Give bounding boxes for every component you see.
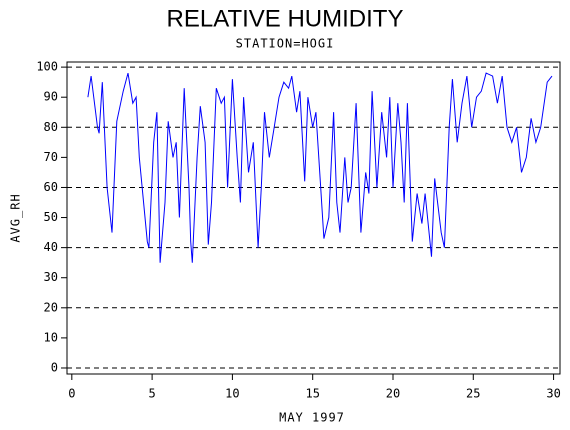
y-tick-label: 50 bbox=[44, 210, 58, 224]
y-tick-label: 60 bbox=[44, 180, 58, 194]
x-tick-label: 30 bbox=[546, 387, 560, 401]
x-tick-label: 5 bbox=[148, 387, 155, 401]
y-tick-label: 100 bbox=[36, 60, 58, 74]
y-tick-label: 40 bbox=[44, 240, 58, 254]
y-tick-label: 10 bbox=[44, 330, 58, 344]
plot-frame bbox=[66, 61, 561, 375]
y-tick-label: 0 bbox=[51, 360, 58, 374]
y-tick-label: 80 bbox=[44, 120, 58, 134]
y-axis-label: AVG_RH bbox=[9, 193, 23, 242]
y-tick-label: 20 bbox=[44, 300, 58, 314]
chart-subtitle: STATION=HOGI bbox=[236, 37, 335, 51]
y-tick-label: 70 bbox=[44, 150, 58, 164]
x-tick-label: 25 bbox=[466, 387, 480, 401]
x-tick-label: 15 bbox=[305, 387, 319, 401]
chart-title: RELATIVE HUMIDITY bbox=[167, 5, 404, 32]
y-tick-label: 30 bbox=[44, 270, 58, 284]
x-tick-label: 20 bbox=[386, 387, 400, 401]
y-tick-label: 90 bbox=[44, 90, 58, 104]
x-tick-label: 10 bbox=[225, 387, 239, 401]
x-axis-label: MAY 1997 bbox=[279, 411, 345, 425]
data-line bbox=[87, 72, 553, 263]
x-tick-label: 0 bbox=[68, 387, 75, 401]
